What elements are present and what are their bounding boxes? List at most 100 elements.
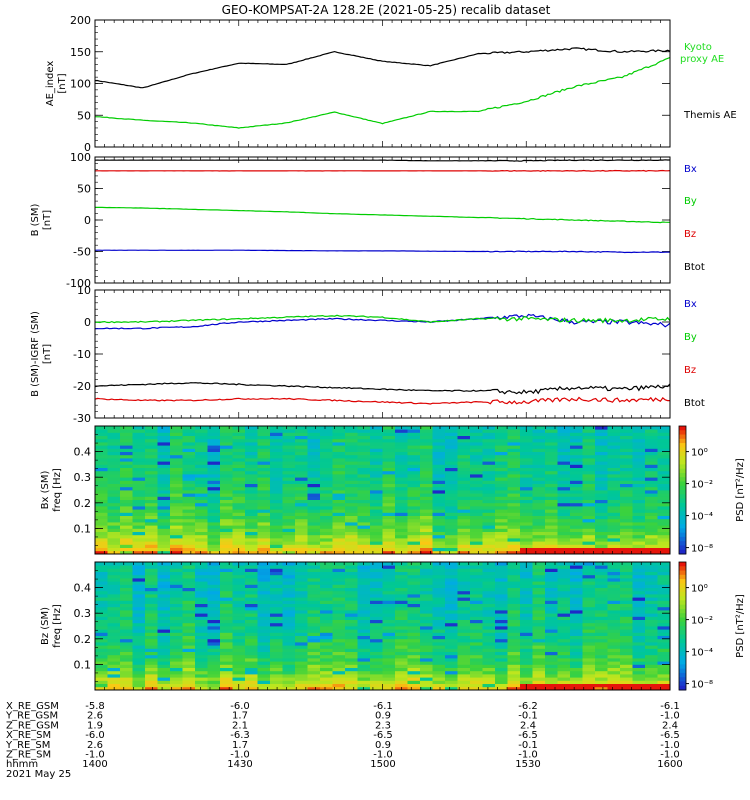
spectrogram-cell [620, 664, 633, 668]
spectrogram-cell [595, 509, 608, 513]
spectrogram-cell [320, 550, 333, 555]
spectrogram-cell [545, 490, 558, 494]
spectrogram-cell [270, 664, 283, 668]
spectrogram-cell [207, 486, 221, 491]
spectrogram-cell [407, 432, 421, 436]
spectrogram-cell [645, 426, 658, 430]
spectrogram-cell [557, 635, 571, 640]
spectrogram-cell [470, 584, 483, 588]
spectrogram-cell [207, 544, 221, 548]
spectrogram-cell [545, 458, 558, 462]
spectrogram-cell [445, 506, 458, 510]
spectrogram-cell [532, 603, 546, 608]
spectrogram-cell [307, 448, 321, 452]
spectrogram-cell [407, 565, 421, 569]
colorbar-tick-label: 10⁻⁸ [691, 544, 713, 555]
spectrogram-cell [132, 531, 146, 536]
spectrogram-cell [145, 426, 158, 430]
spectrogram-cell [470, 587, 483, 592]
spectrogram-cell [657, 506, 671, 510]
spectrogram-cell [282, 594, 296, 598]
spectrogram-cell [270, 496, 283, 500]
spectrogram-cell [420, 429, 433, 433]
spectrogram-cell [382, 677, 396, 681]
spectrogram-cell [382, 568, 396, 572]
spectrogram-cell [457, 445, 471, 449]
spectrogram-cell [632, 467, 646, 472]
spectrogram-cell [357, 594, 371, 598]
spectrogram-cell [245, 502, 258, 507]
spectrogram-cell [395, 613, 408, 617]
spectrogram-cell [307, 544, 321, 548]
spectrogram-cell [307, 648, 321, 652]
orbit-value: -1.0 [660, 740, 680, 751]
spectrogram-cell [132, 622, 146, 627]
spectrogram-cell [482, 562, 496, 566]
spectrogram-cell [132, 525, 146, 529]
colorbar-cell [679, 541, 686, 546]
spectrogram-cell [582, 629, 596, 633]
spectrogram-cell [420, 584, 433, 588]
spectrogram-cell [345, 664, 358, 668]
spectrogram-cell [545, 638, 558, 643]
spectrogram-cell [307, 432, 321, 436]
spectrogram-cell [395, 451, 408, 456]
spectrogram-cell [95, 477, 108, 481]
spectrogram-cell [107, 445, 121, 449]
spectrogram-cell [207, 654, 221, 659]
spectrogram-cell [232, 680, 246, 684]
colorbar-cell [679, 498, 686, 504]
spectrogram-cell [620, 448, 633, 452]
spectrogram-cell [232, 515, 246, 520]
colorbar-cell [679, 668, 686, 674]
spectrogram-cell [257, 664, 271, 668]
spectrogram-cell [320, 632, 333, 636]
spectrogram-cell [432, 506, 446, 510]
spectrogram-cell [582, 541, 596, 545]
spectrogram-cell [120, 454, 133, 459]
spectrogram-cell [295, 562, 308, 566]
spectrogram-cell [532, 670, 546, 675]
spectrogram-cell [132, 658, 146, 662]
spectrogram-cell [345, 534, 358, 539]
spectrogram-cell [145, 493, 158, 497]
spectrogram-cell [145, 638, 158, 643]
spectrogram-cell [507, 486, 521, 491]
spectrogram-cell [482, 622, 496, 627]
spectrogram-cell [95, 594, 108, 598]
spectrogram-cell [332, 562, 346, 566]
spectrogram-cell [232, 626, 246, 630]
spectrogram-cell [120, 603, 133, 608]
spectrogram-cell [482, 635, 496, 640]
spectrogram-cell [545, 522, 558, 526]
spectrogram-cell [582, 528, 596, 532]
spectrogram-cell [370, 442, 383, 446]
spectrogram-cell [107, 658, 121, 662]
spectrogram-cell [420, 474, 433, 478]
spectrogram-cell [357, 451, 371, 456]
spectrogram-cell [570, 565, 583, 569]
spectrogram-cell [232, 531, 246, 536]
spectrogram-cell [557, 490, 571, 494]
legend-label: Bz [684, 365, 696, 376]
spectrogram-cell [257, 522, 271, 526]
spectrogram-cell [120, 538, 133, 542]
spectrogram-cell [657, 626, 671, 630]
spectrogram-cell [607, 435, 621, 440]
spectrogram-cell [232, 642, 246, 646]
spectrogram-cell [507, 594, 521, 598]
colorbar-cell [679, 617, 686, 623]
spectrogram-cell [182, 562, 196, 566]
spectrogram-cell [320, 610, 333, 614]
spectrogram-cell [382, 606, 396, 611]
spectrogram-cell [282, 664, 296, 668]
spectrogram-cell [207, 603, 221, 608]
spectrogram-cell [632, 515, 646, 520]
spectrogram-cell [632, 483, 646, 488]
spectrogram-cell [545, 544, 558, 548]
spectrogram-cell [357, 578, 371, 582]
spectrogram-cell [607, 480, 621, 484]
spectrogram-cell [357, 635, 371, 640]
spectrogram-cell [282, 686, 296, 691]
spectrogram-cell [282, 522, 296, 526]
